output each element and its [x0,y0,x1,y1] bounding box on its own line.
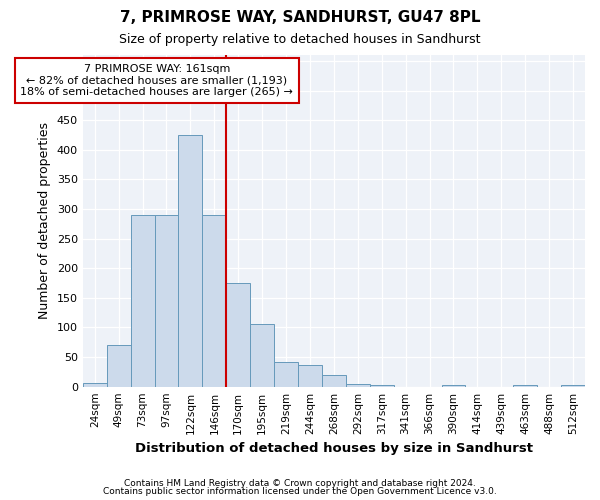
Bar [107,345,131,387]
Bar [226,283,250,387]
Bar [250,324,274,386]
Bar [322,375,346,386]
X-axis label: Distribution of detached houses by size in Sandhurst: Distribution of detached houses by size … [135,442,533,455]
Text: 7, PRIMROSE WAY, SANDHURST, GU47 8PL: 7, PRIMROSE WAY, SANDHURST, GU47 8PL [120,10,480,25]
Bar [202,215,226,386]
Bar [346,384,370,386]
Bar [131,215,155,386]
Y-axis label: Number of detached properties: Number of detached properties [38,122,51,320]
Bar [442,385,466,386]
Text: Contains public sector information licensed under the Open Government Licence v3: Contains public sector information licen… [103,487,497,496]
Text: 7 PRIMROSE WAY: 161sqm
← 82% of detached houses are smaller (1,193)
18% of semi-: 7 PRIMROSE WAY: 161sqm ← 82% of detached… [20,64,293,97]
Bar [298,365,322,386]
Text: Size of property relative to detached houses in Sandhurst: Size of property relative to detached ho… [119,32,481,46]
Bar [83,382,107,386]
Text: Contains HM Land Registry data © Crown copyright and database right 2024.: Contains HM Land Registry data © Crown c… [124,478,476,488]
Bar [274,362,298,386]
Bar [155,215,178,386]
Bar [178,135,202,386]
